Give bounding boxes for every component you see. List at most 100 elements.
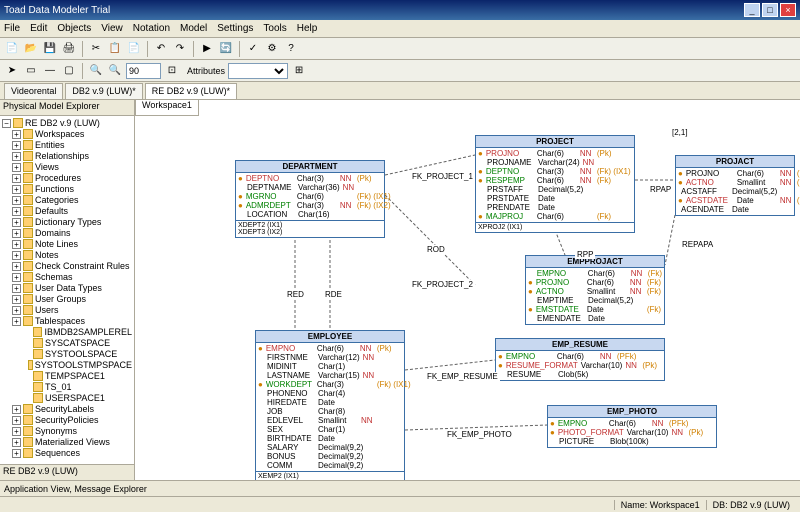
run-icon[interactable]: ▶ (199, 41, 215, 57)
expand-icon[interactable]: + (12, 306, 21, 315)
tree-item[interactable]: TS_01 (2, 382, 132, 393)
expand-icon[interactable]: + (12, 130, 21, 139)
tree-item[interactable]: SYSTOOLSTMPSPACE (2, 360, 132, 371)
workspace-tab[interactable]: Workspace1 (135, 100, 199, 116)
maximize-button[interactable]: □ (762, 3, 778, 17)
grid-icon[interactable]: ⊞ (291, 63, 307, 79)
tree-item[interactable]: IBMDB2SAMPLEREL (2, 327, 132, 338)
tree-item[interactable]: +User Groups (2, 294, 132, 305)
expand-icon[interactable]: + (12, 295, 21, 304)
tree-item[interactable]: +Functions (2, 184, 132, 195)
expand-icon[interactable]: + (12, 317, 21, 326)
zoom-input[interactable] (126, 63, 161, 79)
note-icon[interactable]: ▢ (61, 63, 77, 79)
print-icon[interactable]: 🖨 (61, 41, 77, 57)
pointer-icon[interactable]: ➤ (4, 63, 20, 79)
tree-item[interactable]: +Categories (2, 195, 132, 206)
new-icon[interactable]: 📄 (4, 41, 20, 57)
menu-edit[interactable]: Edit (30, 23, 47, 34)
tree-item[interactable]: +Domains (2, 228, 132, 239)
tree-item[interactable]: +Procedures (2, 173, 132, 184)
entity-projact[interactable]: PROJACT●PROJNOChar(6)NN(Pfk)●ACTNOSmalli… (675, 155, 795, 216)
tree-item[interactable]: +Views (2, 162, 132, 173)
expand-icon[interactable]: + (12, 405, 21, 414)
menu-file[interactable]: File (4, 23, 20, 34)
menu-model[interactable]: Model (180, 23, 207, 34)
refresh-icon[interactable]: 🔄 (218, 41, 234, 57)
paste-icon[interactable]: 📄 (126, 41, 142, 57)
status-app-view[interactable]: Application View, Message Explorer (4, 484, 147, 494)
zoom-fit-icon[interactable]: ⊡ (164, 63, 180, 79)
expand-icon[interactable]: + (12, 427, 21, 436)
tree-item[interactable]: +Notes (2, 250, 132, 261)
expand-icon[interactable]: + (12, 152, 21, 161)
menu-help[interactable]: Help (297, 23, 318, 34)
expand-icon[interactable]: + (12, 240, 21, 249)
expand-icon[interactable]: + (12, 273, 21, 282)
expand-icon[interactable]: + (12, 196, 21, 205)
menu-objects[interactable]: Objects (57, 23, 91, 34)
expand-icon[interactable]: + (12, 229, 21, 238)
zoom-out-icon[interactable]: 🔍 (107, 63, 123, 79)
entity-icon[interactable]: ▭ (23, 63, 39, 79)
tree-item[interactable]: +SecurityLabels (2, 404, 132, 415)
expand-icon[interactable]: + (12, 438, 21, 447)
tree-item[interactable]: +Workspaces (2, 129, 132, 140)
attributes-select[interactable] (228, 63, 288, 79)
entity-emp_photo[interactable]: EMP_PHOTO●EMPNOChar(6)NN(PFk)●PHOTO_FORM… (547, 405, 717, 448)
expand-icon[interactable]: + (12, 207, 21, 216)
menu-view[interactable]: View (101, 23, 123, 34)
check-icon[interactable]: ✓ (245, 41, 261, 57)
expand-icon[interactable]: + (12, 141, 21, 150)
tab-re-db2[interactable]: RE DB2 v.9 (LUW)* (145, 83, 237, 99)
tree-item[interactable]: +Relationships (2, 151, 132, 162)
expand-icon[interactable]: + (12, 416, 21, 425)
tree-item[interactable]: +Materialized Views (2, 437, 132, 448)
close-button[interactable]: × (780, 3, 796, 17)
tree-item[interactable]: USERSPACE1 (2, 393, 132, 404)
sidebar-bottom-tab[interactable]: RE DB2 v.9 (LUW) (0, 464, 134, 480)
redo-icon[interactable]: ↷ (172, 41, 188, 57)
diagram-canvas[interactable]: Workspace1 DEPARTMENT●DEPTNOChar(3)NN(Pk… (135, 100, 800, 480)
expand-icon[interactable]: + (12, 262, 21, 271)
expand-icon[interactable]: + (12, 218, 21, 227)
expand-icon[interactable]: + (12, 251, 21, 260)
tree-item[interactable]: +SecurityPolicies (2, 415, 132, 426)
undo-icon[interactable]: ↶ (153, 41, 169, 57)
entity-emp_resume[interactable]: EMP_RESUME●EMPNOChar(6)NN(PFk)●RESUME_FO… (495, 338, 665, 381)
menu-tools[interactable]: Tools (263, 23, 286, 34)
save-icon[interactable]: 💾 (42, 41, 58, 57)
expand-icon[interactable]: + (12, 163, 21, 172)
collapse-icon[interactable]: − (2, 119, 11, 128)
copy-icon[interactable]: 📋 (107, 41, 123, 57)
entity-department[interactable]: DEPARTMENT●DEPTNOChar(3)NN(Pk)DEPTNAMEVa… (235, 160, 385, 238)
tree-item[interactable]: SYSCATSPACE (2, 338, 132, 349)
tree-item[interactable]: +Sequences (2, 448, 132, 459)
tree-root[interactable]: RE DB2 v.9 (LUW) (25, 118, 100, 128)
tree-item[interactable]: +Defaults (2, 206, 132, 217)
expand-icon[interactable]: + (12, 449, 21, 458)
expand-icon[interactable]: + (12, 174, 21, 183)
tree-item[interactable]: +Check Constraint Rules (2, 261, 132, 272)
relation-icon[interactable]: — (42, 63, 58, 79)
tab-videorental[interactable]: Videorental (4, 83, 63, 99)
tree-item[interactable]: +Entities (2, 140, 132, 151)
help-icon[interactable]: ? (283, 41, 299, 57)
tree-item[interactable]: +Synonyms (2, 426, 132, 437)
tree-item[interactable]: +Users (2, 305, 132, 316)
gear-icon[interactable]: ⚙ (264, 41, 280, 57)
menu-settings[interactable]: Settings (217, 23, 253, 34)
tree[interactable]: − RE DB2 v.9 (LUW) +Workspaces+Entities+R… (0, 116, 134, 464)
expand-icon[interactable]: + (12, 284, 21, 293)
menu-notation[interactable]: Notation (133, 23, 170, 34)
tree-item[interactable]: +Schemas (2, 272, 132, 283)
entity-employee[interactable]: EMPLOYEE●EMPNOChar(6)NN(Pk)FIRSTNMEVarch… (255, 330, 405, 480)
minimize-button[interactable]: _ (744, 3, 760, 17)
tree-item[interactable]: +User Data Types (2, 283, 132, 294)
tree-item[interactable]: SYSTOOLSPACE (2, 349, 132, 360)
cut-icon[interactable]: ✂ (88, 41, 104, 57)
tree-item[interactable]: TEMPSPACE1 (2, 371, 132, 382)
open-icon[interactable]: 📂 (23, 41, 39, 57)
tree-item[interactable]: +Note Lines (2, 239, 132, 250)
tree-item[interactable]: +Dictionary Types (2, 217, 132, 228)
